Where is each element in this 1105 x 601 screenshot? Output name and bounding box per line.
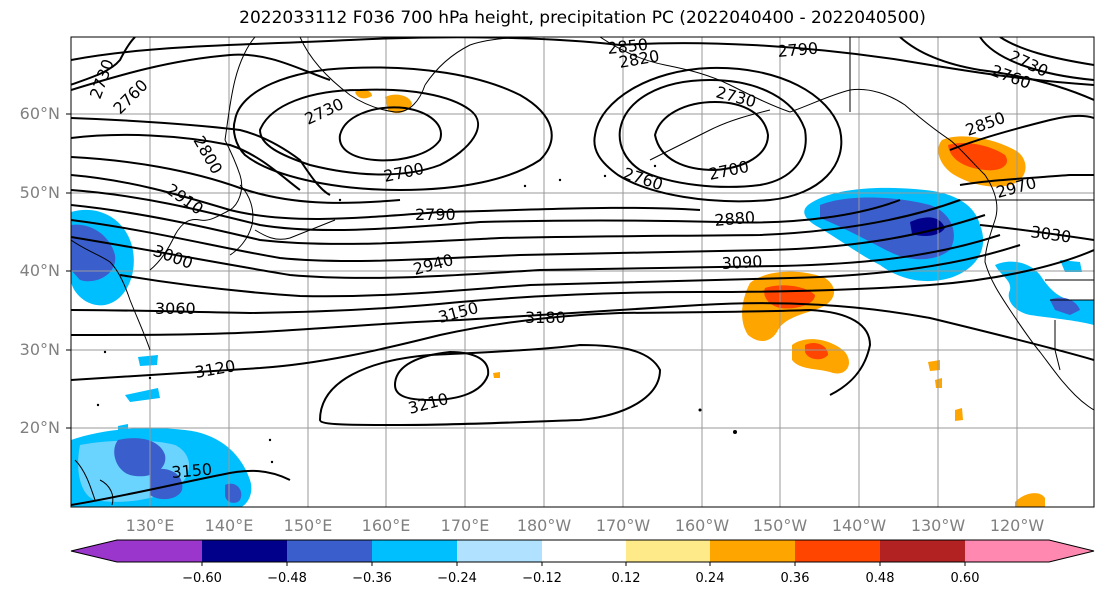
contour-label: 2790	[415, 205, 456, 224]
lon-label: 140°E	[204, 516, 254, 535]
colorbar-tick-label: −0.24	[437, 571, 477, 586]
lat-label: 50°N	[19, 183, 60, 202]
graticule	[71, 37, 1094, 507]
lon-label: 140°W	[831, 516, 887, 535]
colorbar-tick-label: 0.24	[695, 571, 725, 586]
colorbar-extend-max	[1049, 540, 1094, 562]
colorbar-extend-min	[71, 540, 117, 562]
colorbar-tick-label: −0.48	[267, 571, 307, 586]
colorbar-tick-label: 0.48	[865, 571, 895, 586]
contour-label: 3060	[155, 299, 196, 318]
lon-label: 180°W	[516, 516, 572, 535]
contour-label: 2850	[606, 35, 648, 58]
islands	[96, 164, 737, 464]
colorbar-tick-label: 0.36	[780, 571, 810, 586]
contour-label: 3150	[171, 460, 213, 482]
contour-label: 3180	[525, 308, 566, 327]
lon-label: 170°W	[595, 516, 651, 535]
lat-label: 40°N	[19, 261, 60, 280]
lat-label: 30°N	[19, 340, 60, 359]
lon-label: 160°E	[361, 516, 411, 535]
lat-label: 60°N	[19, 104, 60, 123]
lon-label: 120°W	[989, 516, 1045, 535]
lon-label: 160°W	[674, 516, 730, 535]
contour-label: 2790	[777, 39, 819, 61]
axis-ticks	[66, 113, 71, 429]
lon-label: 170°E	[440, 516, 490, 535]
lon-label: 130°E	[125, 516, 175, 535]
colorbar-tick-label: 0.12	[611, 571, 641, 586]
contour-label: 2880	[714, 208, 756, 230]
contour-label: 3090	[721, 252, 763, 273]
lat-label: 20°N	[19, 418, 60, 437]
lon-label: 150°E	[283, 516, 333, 535]
colorbar	[70, 539, 1095, 566]
colorbar-tick-label: −0.12	[522, 571, 562, 586]
colorbar-tick-label: −0.60	[182, 571, 222, 586]
map-frame	[70, 36, 1095, 508]
height-contours	[71, 37, 1094, 506]
colorbar-tick-label: −0.36	[352, 571, 392, 586]
colorbar-tick-label: 0.60	[950, 571, 980, 586]
lon-label: 150°W	[752, 516, 808, 535]
lon-label: 130°W	[910, 516, 966, 535]
map-title: 2022033112 F036 700 hPa height, precipit…	[239, 8, 926, 28]
